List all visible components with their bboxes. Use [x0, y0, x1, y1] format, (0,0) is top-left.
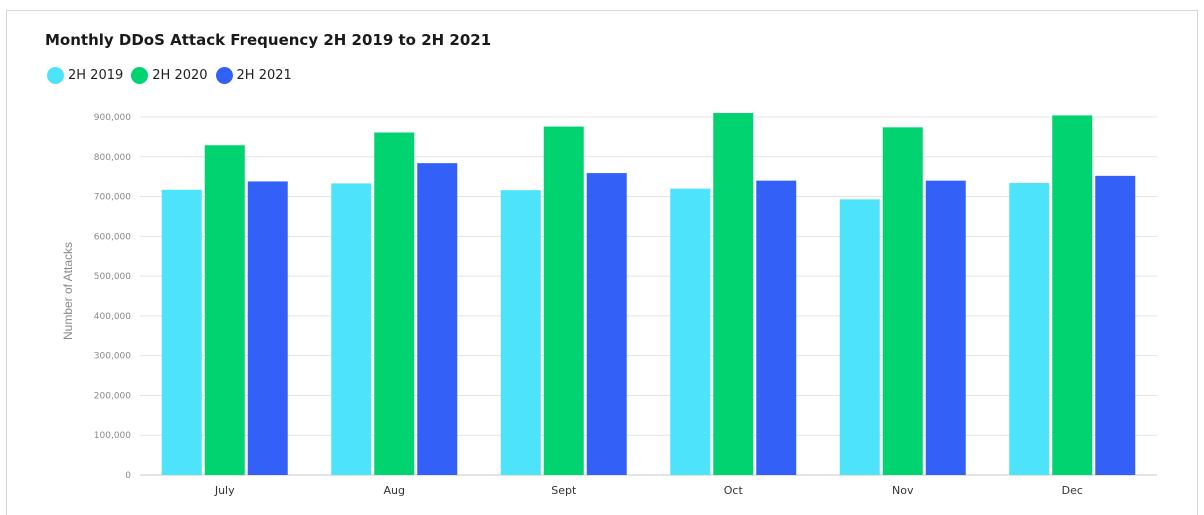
bar-sept-2h-2021[interactable] [586, 173, 627, 475]
y-tick-label: 100,000 [94, 431, 131, 441]
bar-sept-2h-2020[interactable] [543, 126, 584, 476]
y-tick-label: 900,000 [94, 113, 131, 123]
chart-title: Monthly DDoS Attack Frequency 2H 2019 to… [45, 31, 492, 49]
legend-label-2h-2020: 2H 2020 [152, 68, 208, 83]
y-tick-label: 500,000 [94, 272, 131, 282]
bar-dec-2h-2019[interactable] [1009, 183, 1050, 475]
y-tick-label: 800,000 [94, 153, 131, 163]
legend-swatch-2h-2019 [47, 67, 64, 84]
y-axis-ticks: 0 100,000 200,000 300,000 400,000 500,000 600,… [94, 113, 131, 481]
bar-aug-2h-2021[interactable] [417, 163, 458, 476]
legend-swatch-2h-2020 [131, 67, 149, 84]
bar-july-2h-2021[interactable] [247, 181, 288, 475]
bar-nov-2h-2019[interactable] [839, 199, 880, 475]
bar-aug-2h-2020[interactable] [374, 132, 415, 475]
bar-july-2h-2019[interactable] [161, 189, 202, 475]
bar-aug-2h-2019[interactable] [331, 183, 372, 475]
y-tick-label: 700,000 [94, 193, 131, 203]
legend-item-2h-2019[interactable]: 2H 2019 [47, 67, 123, 84]
y-tick-label: 0 [125, 471, 131, 481]
bar-sept-2h-2019[interactable] [500, 190, 541, 476]
bar-oct-2h-2020[interactable] [713, 113, 754, 476]
legend-swatch-2h-2021 [215, 67, 233, 84]
y-axis-title: Number of Attacks [61, 242, 75, 340]
x-tick-label: Oct [724, 484, 744, 497]
bar-oct-2h-2019[interactable] [670, 188, 711, 475]
x-tick-label: Sept [551, 484, 577, 497]
x-tick-label: Dec [1062, 484, 1083, 497]
chart-frame [6, 10, 1198, 515]
y-tick-label: 200,000 [94, 391, 131, 401]
bar-dec-2h-2020[interactable] [1052, 115, 1093, 476]
legend-label-2h-2021: 2H 2021 [236, 68, 292, 83]
bars [161, 113, 1136, 476]
legend-label-2h-2019: 2H 2019 [68, 68, 124, 83]
x-tick-label: July [214, 484, 235, 497]
x-tick-label: Nov [892, 484, 914, 497]
legend-item-2h-2020[interactable]: 2H 2020 [131, 67, 208, 84]
x-tick-label: Aug [384, 484, 405, 497]
gridlines [140, 116, 1157, 476]
bar-nov-2h-2021[interactable] [925, 180, 966, 475]
bar-oct-2h-2021[interactable] [756, 180, 797, 475]
bar-dec-2h-2021[interactable] [1095, 175, 1136, 476]
legend-item-2h-2021[interactable]: 2H 2021 [215, 67, 292, 84]
bar-nov-2h-2020[interactable] [882, 127, 923, 475]
y-tick-label: 600,000 [94, 232, 131, 242]
x-axis-labels: July Aug Sept Oct Nov Dec [214, 484, 1083, 497]
y-tick-label: 400,000 [94, 312, 131, 322]
y-tick-label: 300,000 [94, 352, 131, 362]
chart-legend: 2H 2019 2H 2020 2H 2021 [47, 67, 300, 84]
bar-july-2h-2020[interactable] [204, 145, 245, 475]
